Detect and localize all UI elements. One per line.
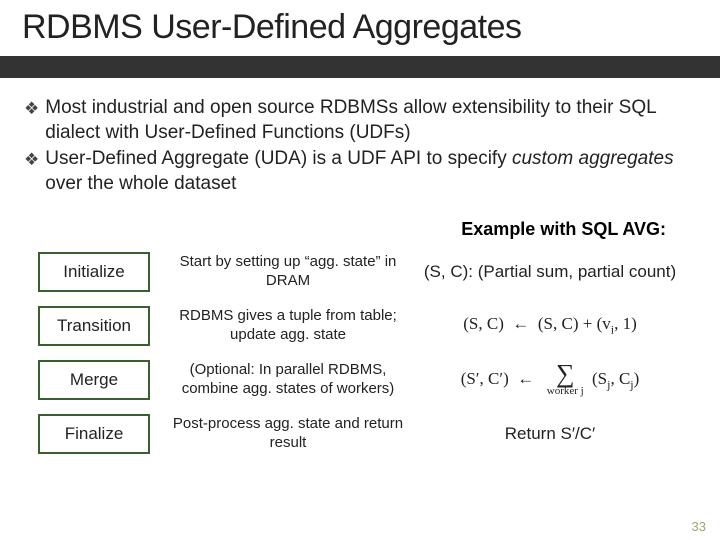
bullet-2: ❖ User-Defined Aggregate (UDA) is a UDF …: [24, 147, 696, 196]
bullet-1: ❖ Most industrial and open source RDBMSs…: [24, 96, 696, 145]
stage-example: (S′, C′) ← ∑ worker j (Sj, Cj): [408, 362, 682, 397]
content-area: ❖ Most industrial and open source RDBMSs…: [0, 78, 720, 454]
stage-row-merge: Merge (Optional: In parallel RDBMS, comb…: [38, 360, 682, 400]
page-number: 33: [692, 519, 706, 534]
bullet-text: Most industrial and open source RDBMSs a…: [45, 96, 696, 145]
stage-desc: Post-process agg. state and return resul…: [168, 415, 408, 453]
stage-desc: Start by setting up “agg. state” in DRAM: [168, 253, 408, 291]
stage-example: (S, C): (Partial sum, partial count): [408, 262, 682, 282]
stage-row-transition: Transition RDBMS gives a tuple from tabl…: [38, 306, 682, 346]
stage-row-initialize: Initialize Start by setting up “agg. sta…: [38, 252, 682, 292]
example-heading: Example with SQL AVG:: [24, 219, 666, 240]
slide-title: RDBMS User-Defined Aggregates: [18, 8, 526, 47]
bullet-glyph: ❖: [24, 149, 39, 171]
stage-desc: RDBMS gives a tuple from table; update a…: [168, 307, 408, 345]
stage-box: Initialize: [38, 252, 150, 292]
stage-example: (S, C) ← (S, C) + (vi, 1): [408, 314, 682, 337]
stage-example: Return S′/C′: [408, 424, 682, 444]
stages-table: Initialize Start by setting up “agg. sta…: [24, 252, 696, 454]
sigma-icon: ∑ worker j: [547, 362, 584, 397]
stage-row-finalize: Finalize Post-process agg. state and ret…: [38, 414, 682, 454]
bullet-glyph: ❖: [24, 98, 39, 120]
stage-box: Transition: [38, 306, 150, 346]
stage-box: Merge: [38, 360, 150, 400]
bullet-text: User-Defined Aggregate (UDA) is a UDF AP…: [45, 147, 696, 196]
stage-box: Finalize: [38, 414, 150, 454]
stage-desc: (Optional: In parallel RDBMS, combine ag…: [168, 361, 408, 399]
